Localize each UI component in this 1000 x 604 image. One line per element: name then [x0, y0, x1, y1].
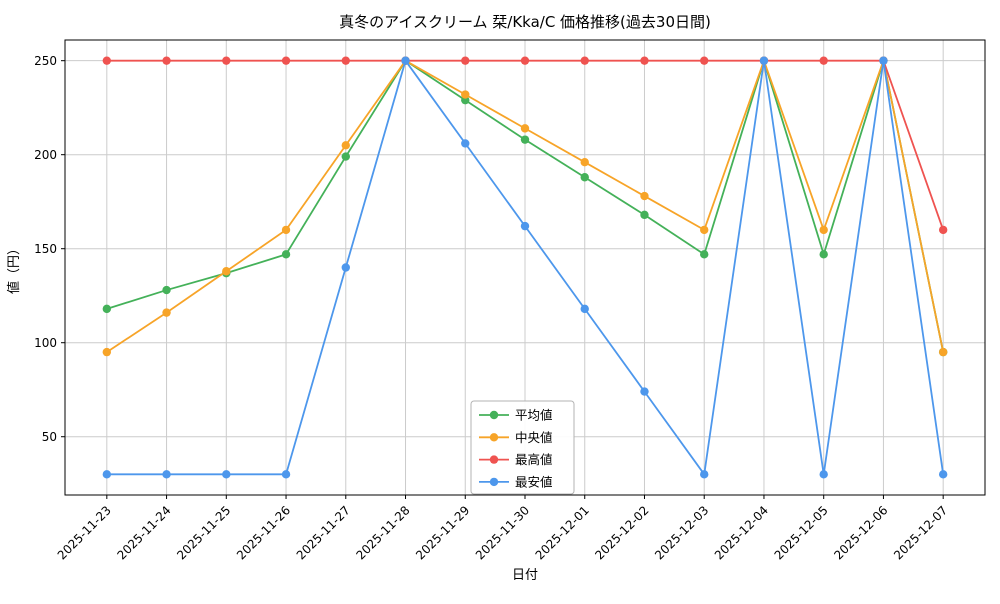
legend-marker-mean — [489, 410, 499, 420]
y-tick-label: 200 — [34, 148, 57, 162]
data-point-min — [162, 470, 171, 479]
data-point-mean — [281, 250, 291, 259]
data-point-min — [819, 470, 828, 479]
data-point-min — [879, 56, 888, 65]
data-point-median — [640, 191, 649, 201]
data-point-max — [700, 56, 709, 65]
data-point-max — [222, 56, 231, 65]
data-point-max — [640, 56, 649, 65]
x-tick-label: 2025-11-26 — [234, 503, 293, 562]
data-point-median — [102, 347, 112, 357]
x-tick-label: 2025-11-24 — [114, 503, 173, 562]
data-point-min — [700, 470, 709, 479]
data-point-mean — [162, 285, 171, 295]
legend-label-min: 最安値 — [515, 474, 553, 489]
data-point-min — [938, 470, 948, 479]
data-point-median — [281, 225, 291, 235]
data-point-max — [162, 56, 171, 65]
x-tick-label: 2025-12-02 — [592, 503, 651, 562]
legend-marker-min — [489, 477, 499, 487]
data-point-median — [700, 225, 709, 235]
data-point-median — [520, 124, 530, 133]
data-point-median — [162, 308, 171, 317]
x-tick-label: 2025-11-29 — [413, 503, 472, 562]
data-point-min — [281, 470, 291, 479]
data-point-median — [819, 225, 828, 235]
x-tick-label: 2025-11-28 — [353, 503, 412, 562]
data-point-max — [341, 56, 350, 65]
data-point-min — [640, 387, 649, 396]
legend-label-mean: 平均値 — [515, 408, 553, 423]
data-point-min — [759, 56, 769, 65]
data-point-max — [819, 56, 828, 65]
legend-box — [470, 400, 575, 495]
data-point-mean — [819, 250, 828, 259]
x-tick-label: 2025-11-30 — [473, 503, 532, 562]
data-point-median — [580, 158, 589, 167]
legend-label-max: 最高値 — [515, 452, 553, 467]
x-tick-label: 2025-11-25 — [174, 503, 233, 562]
data-point-mean — [580, 173, 589, 182]
data-point-min — [341, 263, 350, 272]
data-point-mean — [102, 304, 112, 314]
legend-marker-max — [489, 455, 499, 464]
data-point-median — [938, 347, 948, 357]
data-point-median — [222, 267, 231, 276]
chart-title: 真冬のアイスクリーム 栞/Kka/C 価格推移(過去30日間) — [339, 13, 711, 31]
data-point-min — [102, 470, 112, 479]
x-tick-label: 2025-12-05 — [772, 503, 831, 562]
data-point-median — [341, 141, 350, 150]
x-tick-label: 2025-12-04 — [712, 503, 771, 562]
data-point-min — [461, 139, 470, 148]
x-tick-label: 2025-12-07 — [891, 503, 950, 562]
x-tick-label: 2025-12-03 — [652, 503, 711, 562]
x-tick-label: 2025-12-01 — [533, 503, 592, 562]
data-point-mean — [700, 250, 709, 259]
data-point-min — [401, 56, 410, 65]
data-point-mean — [341, 152, 350, 161]
data-point-mean — [640, 210, 649, 220]
data-point-max — [102, 56, 112, 65]
data-point-min — [222, 470, 231, 479]
x-tick-label: 2025-11-27 — [294, 503, 353, 562]
x-tick-label: 2025-11-23 — [55, 503, 114, 562]
legend-label-median: 中央値 — [515, 430, 553, 445]
y-tick-label: 150 — [34, 242, 57, 256]
data-point-max — [281, 56, 291, 65]
y-tick-label: 100 — [34, 336, 57, 350]
data-point-max — [938, 225, 948, 235]
y-tick-label: 50 — [42, 430, 57, 444]
data-point-mean — [520, 135, 530, 144]
data-point-min — [580, 304, 589, 314]
y-tick-label: 250 — [34, 54, 57, 68]
series-min — [102, 56, 948, 479]
x-tick-label: 2025-12-06 — [831, 503, 890, 562]
legend-marker-median — [489, 433, 499, 442]
data-point-max — [461, 56, 470, 65]
data-point-max — [520, 56, 530, 65]
data-point-min — [520, 221, 530, 231]
y-axis-label: 値（円） — [6, 242, 22, 294]
data-point-median — [461, 90, 470, 99]
x-axis-label: 日付 — [512, 568, 538, 583]
data-point-max — [580, 56, 589, 65]
